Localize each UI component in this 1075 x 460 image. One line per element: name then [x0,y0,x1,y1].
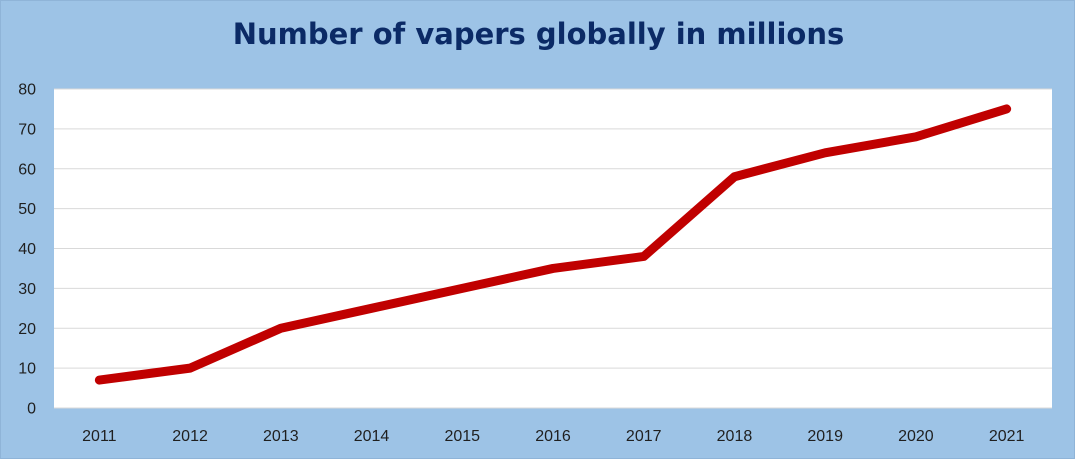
x-tick-label: 2021 [989,428,1025,445]
y-axis-tick-labels: 0 10 20 30 40 50 60 70 80 [18,82,36,418]
data-point-2018 [733,175,736,178]
data-point-2016 [552,267,554,270]
x-tick-label: 2011 [82,428,117,445]
y-tick-label: 50 [18,201,36,218]
x-tick-label: 2018 [717,428,753,445]
data-point-2019 [824,151,827,154]
y-tick-label: 20 [18,321,36,338]
data-point-2015 [461,287,464,290]
y-tick-label: 70 [18,121,36,138]
y-tick-label: 30 [18,281,36,298]
data-point-2014 [370,307,373,310]
chart-title: Number of vapers globally in millions [232,17,845,51]
x-tick-label: 2017 [626,428,662,445]
y-tick-label: 60 [18,161,36,178]
x-tick-label: 2013 [263,428,299,445]
series-layer [94,104,1012,385]
y-tick-label: 80 [18,82,36,99]
x-tick-label: 2020 [898,428,934,445]
x-tick-label: 2014 [354,428,390,445]
x-tick-label: 2012 [172,428,208,445]
data-point-2011 [98,379,101,382]
y-tick-label: 0 [27,401,36,418]
x-tick-label: 2016 [535,428,571,445]
x-axis-tick-labels: 2011 2012 2013 2014 2015 2016 2017 2018 2019 2020… [82,428,1024,445]
data-point-2021 [1005,107,1008,110]
x-tick-label: 2015 [444,428,480,445]
data-point-2012 [189,367,192,370]
y-tick-label: 10 [18,361,36,378]
data-point-2013 [279,327,282,330]
y-tick-label: 40 [18,241,36,258]
x-tick-label: 2019 [807,428,843,445]
data-point-2020 [914,135,917,138]
gridlines [54,88,1052,409]
data-point-2017 [642,255,645,258]
